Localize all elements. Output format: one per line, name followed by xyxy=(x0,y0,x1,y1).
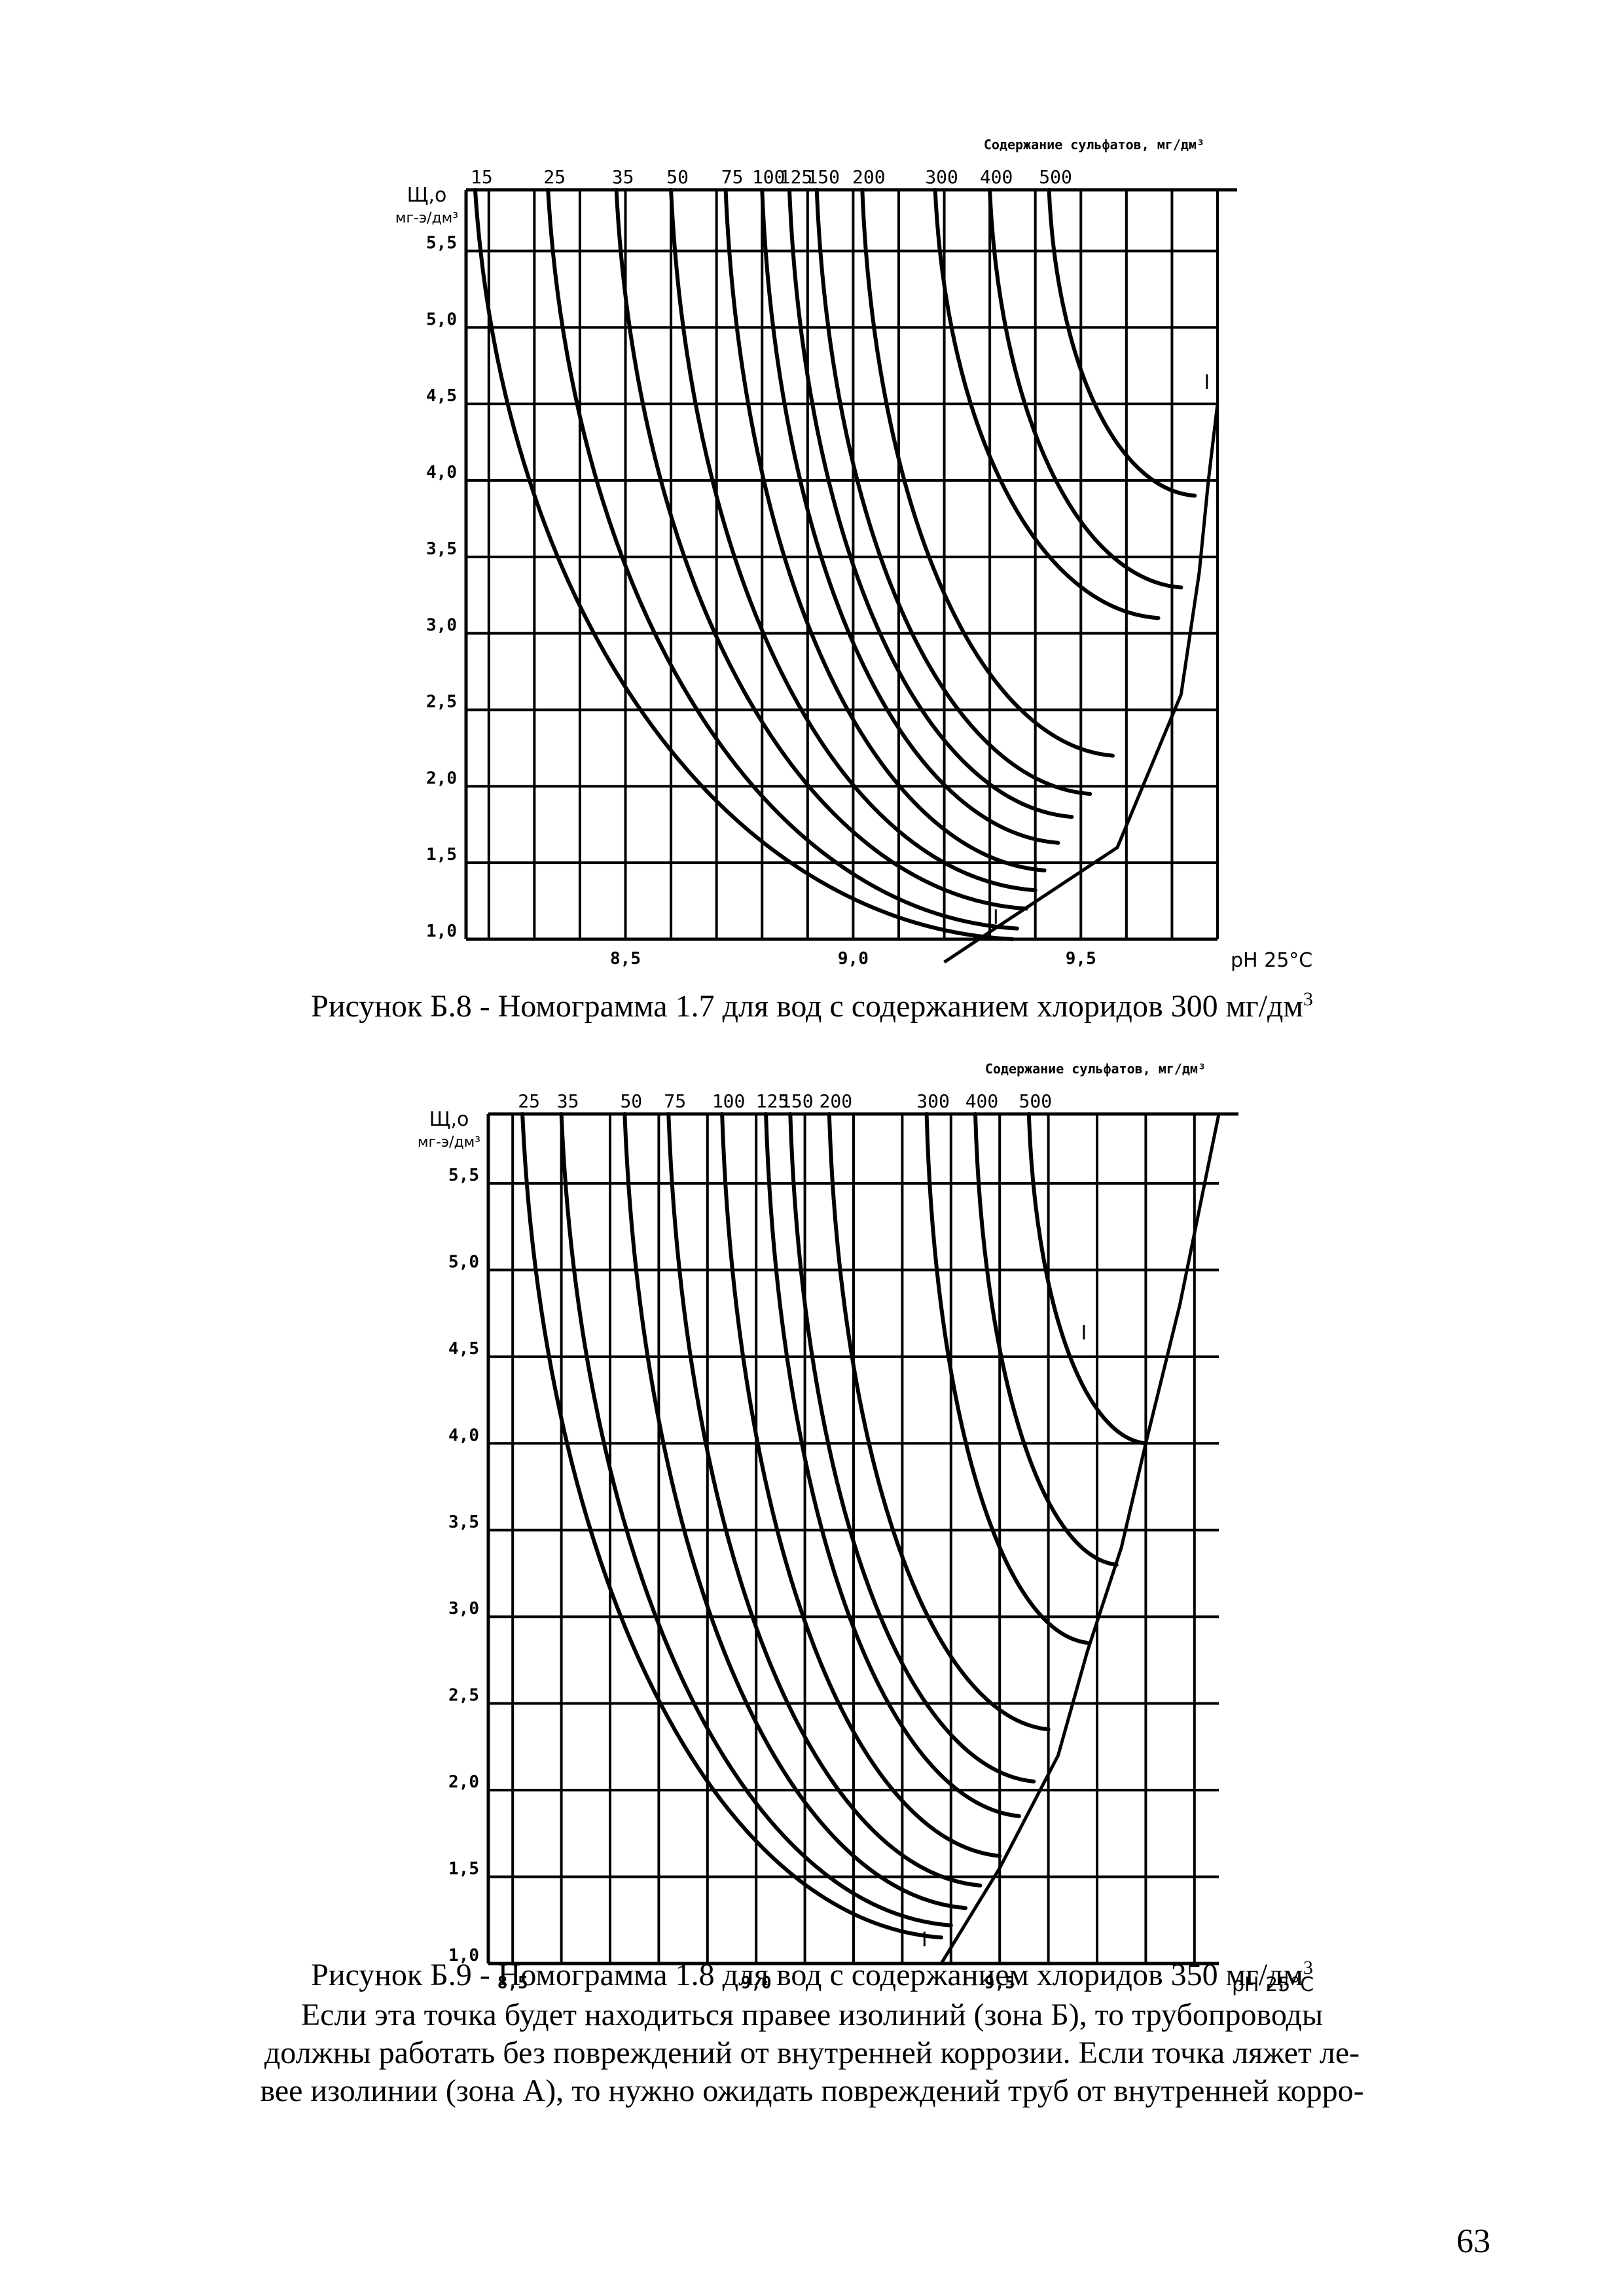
isoline-sulfate-125 xyxy=(764,1112,1021,1818)
x-tick-label: 9,5 xyxy=(1066,949,1096,969)
sulfate-label: 25 xyxy=(543,166,566,188)
isoline-sulfate-25 xyxy=(546,188,1019,931)
isoline-sulfate-400 xyxy=(988,188,1183,590)
isoline-sulfate-75 xyxy=(723,188,1047,872)
x-tick-label: 9,0 xyxy=(741,1973,772,1993)
figure-caption-b8: Рисунок Б.8 - Номограмма 1.7 для вод с с… xyxy=(0,988,1624,1025)
y-tick-label: 3,0 xyxy=(448,1599,479,1619)
boundary-curve xyxy=(939,1113,1221,1965)
y-axis-label: Щ,о xyxy=(407,184,447,207)
y-tick-label: 5,0 xyxy=(426,310,457,329)
y-tick-label: 2,5 xyxy=(448,1686,479,1706)
caption-text: Рисунок Б.8 - Номограмма 1.7 для вод с с… xyxy=(311,989,1303,1024)
isoline-sulfate-100 xyxy=(760,188,1060,845)
isoline-sulfate-300 xyxy=(924,1112,1090,1645)
caption-text: Рисунок Б.9 - Номограмма 1.8 для вод с с… xyxy=(311,1958,1303,1992)
nomogram-1-7: 1,0 1,5 2,0 2,5 3,0 3,5 4,0 4,5 5,0 5,5 8,5 9,0 9,5 p… xyxy=(395,137,1312,972)
nomogram-1-8: 1,0 1,5 2,0 2,5 3,0 3,5 4,0 4,5 5,0 5,5 8,5 9,0 9,5 p… xyxy=(418,1061,1314,1996)
isoline-sulfate-75 xyxy=(666,1112,983,1888)
isoline-sulfate-35 xyxy=(559,1112,953,1928)
y-axis-unit: мг-э/дм³ xyxy=(418,1134,480,1151)
y-axis-unit: мг-э/дм³ xyxy=(395,210,458,226)
sulfate-label: 25 xyxy=(518,1090,540,1112)
y-tick-label: 3,5 xyxy=(448,1513,479,1532)
isoline-sulfate-50 xyxy=(623,1112,968,1910)
sulfate-label: 35 xyxy=(612,166,634,188)
sulfate-label: 400 xyxy=(980,166,1013,188)
caption-superscript: 3 xyxy=(1303,988,1313,1010)
y-tick-label: 2,0 xyxy=(448,1772,479,1792)
sulfate-label: 400 xyxy=(965,1090,999,1112)
y-tick-label: 5,5 xyxy=(426,233,457,253)
isoline-sulfate-50 xyxy=(669,188,1038,893)
y-tick-label: 2,0 xyxy=(426,768,457,788)
y-tick-label: 3,0 xyxy=(426,616,457,636)
sulfate-label: 150 xyxy=(780,1090,814,1112)
figure-caption-b9: Рисунок Б.9 - Номограмма 1.8 для вод с с… xyxy=(0,1957,1624,1994)
paragraph-line-1: Если эта точка будет находиться правее и… xyxy=(300,1998,1324,2032)
y-tick-label: 4,5 xyxy=(426,386,457,406)
body-paragraph: Если эта точка будет находиться правее и… xyxy=(0,1996,1624,2110)
sulfate-label: 300 xyxy=(916,1090,950,1112)
y-tick-label: 2,5 xyxy=(426,692,457,711)
isoline-sulfate-150 xyxy=(788,1112,1036,1784)
y-tick-label: 3,5 xyxy=(426,539,457,559)
isoline-sulfate-100 xyxy=(720,1112,1002,1858)
sulfate-label: 200 xyxy=(852,166,886,188)
boundary-label-lower: I xyxy=(993,906,999,929)
x-axis-label: pH 25°C xyxy=(1232,1973,1314,1996)
sulfate-label: 200 xyxy=(820,1090,853,1112)
sulfate-label: 500 xyxy=(1039,166,1072,188)
y-tick-label: 1,5 xyxy=(448,1859,479,1879)
y-tick-label: 4,5 xyxy=(448,1339,479,1359)
caption-superscript: 3 xyxy=(1303,1957,1313,1979)
y-tick-label: 1,0 xyxy=(448,1946,479,1965)
x-tick-label: 9,5 xyxy=(984,1973,1015,1993)
isoline-sulfate-200 xyxy=(827,1112,1051,1732)
chart-title: Содержание сульфатов, мг/дм³ xyxy=(985,1061,1206,1077)
boundary-label-upper: I xyxy=(1081,1321,1087,1344)
sulfate-label: 75 xyxy=(664,1090,686,1112)
isoline-sulfate-400 xyxy=(973,1112,1119,1567)
sulfate-label: 35 xyxy=(557,1090,579,1112)
isoline-sulfate-15 xyxy=(473,188,1015,941)
sulfate-label: 15 xyxy=(471,166,493,188)
x-axis-label: pH 25°C xyxy=(1231,949,1312,972)
y-axis-label: Щ,о xyxy=(429,1108,469,1131)
y-tick-label: 4,0 xyxy=(426,463,457,482)
isoline-sulfate-150 xyxy=(814,188,1092,797)
y-tick-label: 5,5 xyxy=(448,1166,479,1185)
isoline-sulfate-125 xyxy=(787,188,1074,819)
sulfate-label: 100 xyxy=(752,166,785,188)
isoline-sulfate-300 xyxy=(933,188,1161,620)
isoline-sulfate-35 xyxy=(614,188,1028,911)
sulfate-label: 125 xyxy=(756,1090,789,1112)
sulfate-label: 125 xyxy=(780,166,813,188)
x-tick-label: 9,0 xyxy=(838,949,869,969)
page-number: 63 xyxy=(1456,2223,1490,2260)
sulfate-label: 300 xyxy=(925,166,958,188)
sulfate-label: 150 xyxy=(806,166,840,188)
y-tick-label: 1,5 xyxy=(426,845,457,865)
chart-title: Содержание сульфатов, мг/дм³ xyxy=(984,137,1204,152)
isoline-sulfate-25 xyxy=(520,1112,943,1940)
y-tick-label: 5,0 xyxy=(448,1252,479,1272)
boundary-label-lower: I xyxy=(922,1929,928,1952)
sulfate-label: 50 xyxy=(620,1090,642,1112)
paragraph-line-2: должны работать без повреждений от внутр… xyxy=(264,2036,1360,2070)
boundary-curve xyxy=(943,403,1219,964)
x-tick-label: 8,5 xyxy=(610,949,641,969)
isoline-sulfate-500 xyxy=(1047,188,1197,498)
isoline-sulfate-500 xyxy=(1026,1112,1148,1446)
paragraph-line-3: вее изолинии (зона А), то нужно ожидать … xyxy=(260,2073,1364,2108)
sulfate-label: 100 xyxy=(712,1090,746,1112)
sulfate-label: 75 xyxy=(721,166,744,188)
y-tick-label: 4,0 xyxy=(448,1426,479,1445)
x-tick-label: 8,5 xyxy=(497,1973,528,1993)
boundary-label-upper: I xyxy=(1204,371,1210,394)
isoline-sulfate-200 xyxy=(860,188,1115,758)
sulfate-label: 50 xyxy=(666,166,689,188)
sulfate-label: 500 xyxy=(1019,1090,1053,1112)
y-tick-label: 1,0 xyxy=(426,922,457,941)
